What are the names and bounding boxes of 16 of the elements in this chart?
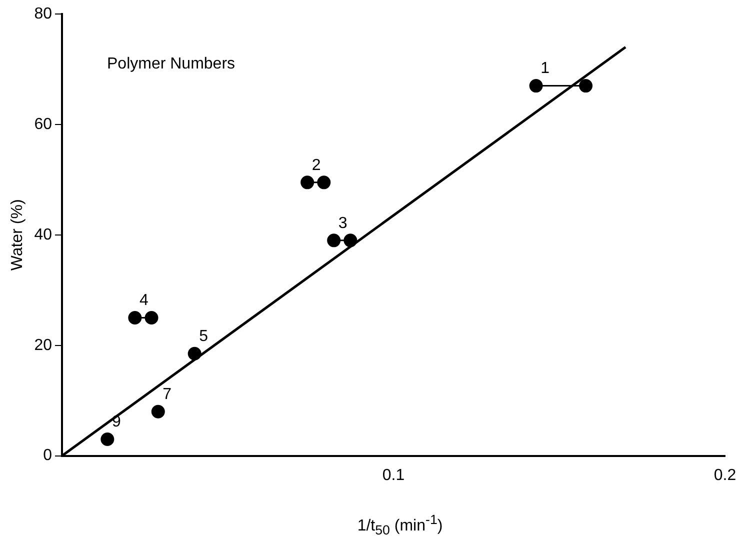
annotation: 1 [540,60,550,78]
annotation: 3 [338,214,348,232]
annotation: 7 [162,386,172,404]
x-tick-label: 0.2 [714,466,736,484]
x-axis-title: 1/t$_{50}$ (min$^{-1}$) [356,512,444,538]
annotation: 2 [312,156,321,174]
annotation: Polymer Numbers [106,55,236,72]
y-tick-label: 0 [43,447,52,464]
y-axis-title: Water (%) [9,199,26,271]
y-tick-label: 80 [34,5,52,22]
x-tick-label: 0.1 [382,466,405,484]
annotation: 4 [139,292,148,310]
y-tick-label: 20 [34,336,52,354]
y-tick-label: 60 [34,116,52,133]
annotation: 5 [199,328,208,346]
y-tick-label: 40 [34,226,52,244]
